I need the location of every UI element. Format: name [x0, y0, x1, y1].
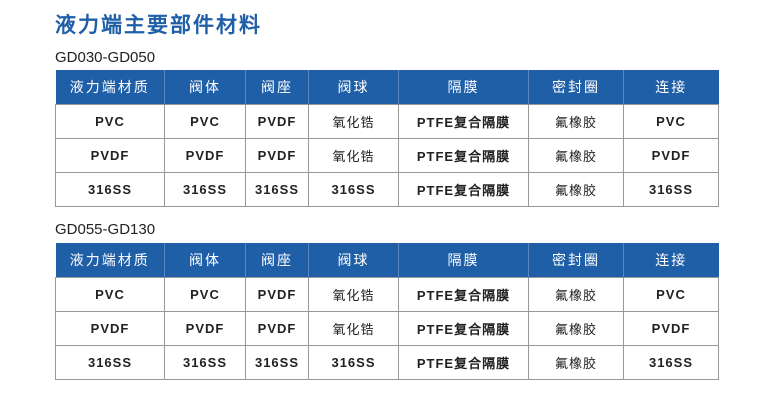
table-cell: PVDF	[55, 311, 165, 346]
column-header: 隔膜	[398, 243, 529, 278]
table-row: 316SS 316SS 316SS 316SS PTFE复合隔膜 氟橡胶 316SS	[55, 345, 719, 380]
table-cell: PVDF	[164, 311, 246, 346]
column-header: 阀球	[308, 70, 399, 105]
table-cell: 氟橡胶	[528, 345, 624, 380]
table-row: 316SS 316SS 316SS 316SS PTFE复合隔膜 氟橡胶 316SS	[55, 172, 719, 207]
table-cell: PTFE复合隔膜	[398, 345, 529, 380]
table-cell: 氟橡胶	[528, 311, 624, 346]
table-cell: PVC	[623, 104, 719, 139]
table-cell: PTFE复合隔膜	[398, 311, 529, 346]
column-header: 密封圈	[528, 70, 624, 105]
table-cell: 氧化锆	[308, 277, 399, 312]
table-cell: PVDF	[623, 138, 719, 173]
column-header: 连接	[623, 243, 719, 278]
table-cell: 316SS	[623, 345, 719, 380]
table-cell: PVDF	[245, 277, 309, 312]
table-cell: 氟橡胶	[528, 138, 624, 173]
table-cell: PVC	[55, 277, 165, 312]
table-cell: 316SS	[55, 172, 165, 207]
table-cell: 316SS	[623, 172, 719, 207]
table-cell: 316SS	[245, 172, 309, 207]
table-cell: PTFE复合隔膜	[398, 277, 529, 312]
column-header: 阀体	[164, 70, 246, 105]
column-header: 液力端材质	[55, 243, 165, 278]
table-cell: PTFE复合隔膜	[398, 104, 529, 139]
table-cell: PVDF	[245, 311, 309, 346]
table-cell: PVC	[55, 104, 165, 139]
table-row: PVC PVC PVDF 氧化锆 PTFE复合隔膜 氟橡胶 PVC	[55, 104, 719, 139]
table-row: PVDF PVDF PVDF 氧化锆 PTFE复合隔膜 氟橡胶 PVDF	[55, 311, 719, 346]
column-header: 阀球	[308, 243, 399, 278]
model-range-label: GD030-GD050	[55, 49, 156, 66]
table-cell: 氟橡胶	[528, 277, 624, 312]
column-header: 隔膜	[398, 70, 529, 105]
table-header-row: 液力端材质 阀体 阀座 阀球 隔膜 密封圈 连接	[55, 243, 719, 278]
table-row: PVC PVC PVDF 氧化锆 PTFE复合隔膜 氟橡胶 PVC	[55, 277, 719, 312]
table-cell: 氟橡胶	[528, 104, 624, 139]
table-row: PVDF PVDF PVDF 氧化锆 PTFE复合隔膜 氟橡胶 PVDF	[55, 138, 719, 173]
table-cell: PTFE复合隔膜	[398, 138, 529, 173]
materials-table: 液力端材质 阀体 阀座 阀球 隔膜 密封圈 连接 PVC PVC PVDF 氧化锆 PTFE复合隔膜氟…	[55, 243, 719, 380]
table-cell: PVDF	[245, 138, 309, 173]
table-cell: 氧化锆	[308, 104, 399, 139]
table-cell: 316SS	[308, 345, 399, 380]
column-header: 阀座	[245, 70, 309, 105]
materials-table: 液力端材质 阀体 阀座 阀球 隔膜 密封圈 连接 PVC PVC PVDF 氧化锆 PTFE复合隔膜氟…	[55, 70, 719, 207]
column-header: 液力端材质	[55, 70, 165, 105]
page-title: 液力端主要部件材料	[55, 13, 262, 37]
table-cell: 氟橡胶	[528, 172, 624, 207]
table-cell: PVDF	[55, 138, 165, 173]
table-cell: PVC	[164, 104, 246, 139]
table-cell: PVC	[164, 277, 246, 312]
column-header: 连接	[623, 70, 719, 105]
table-cell: 316SS	[308, 172, 399, 207]
table-cell: PVDF	[164, 138, 246, 173]
table-cell: 氧化锆	[308, 311, 399, 346]
table-cell: 316SS	[245, 345, 309, 380]
column-header: 阀座	[245, 243, 309, 278]
table-cell: PVDF	[623, 311, 719, 346]
table-cell: PVC	[623, 277, 719, 312]
table-cell: PTFE复合隔膜	[398, 172, 529, 207]
column-header: 阀体	[164, 243, 246, 278]
table-cell: 316SS	[55, 345, 165, 380]
table-cell: 316SS	[164, 345, 246, 380]
table-cell: 316SS	[164, 172, 246, 207]
column-header: 密封圈	[528, 243, 624, 278]
table-cell: PVDF	[245, 104, 309, 139]
table-cell: 氧化锆	[308, 138, 399, 173]
table-header-row: 液力端材质 阀体 阀座 阀球 隔膜 密封圈 连接	[55, 70, 719, 105]
model-range-label: GD055-GD130	[55, 221, 156, 238]
